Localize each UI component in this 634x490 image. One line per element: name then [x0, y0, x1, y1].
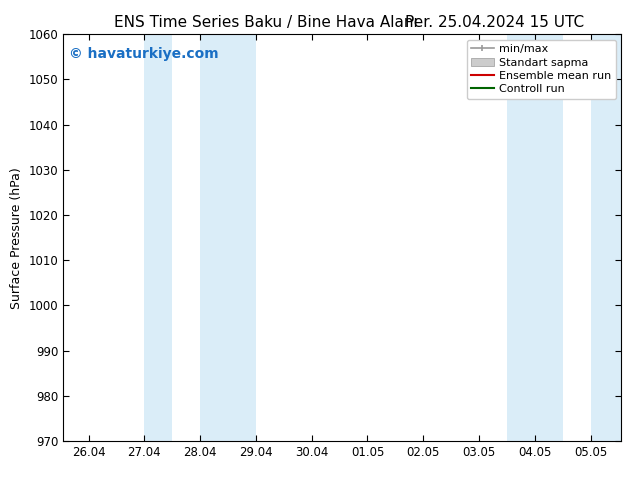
Bar: [507, 34, 563, 441]
Text: ENS Time Series Baku / Bine Hava Alanı: ENS Time Series Baku / Bine Hava Alanı: [114, 15, 418, 30]
Bar: [200, 34, 256, 441]
Y-axis label: Surface Pressure (hPa): Surface Pressure (hPa): [10, 167, 23, 309]
Text: Per. 25.04.2024 15 UTC: Per. 25.04.2024 15 UTC: [405, 15, 584, 30]
Bar: [591, 34, 621, 441]
Bar: [145, 34, 172, 441]
Text: © havaturkiye.com: © havaturkiye.com: [69, 47, 219, 60]
Legend: min/max, Standart sapma, Ensemble mean run, Controll run: min/max, Standart sapma, Ensemble mean r…: [467, 40, 616, 99]
